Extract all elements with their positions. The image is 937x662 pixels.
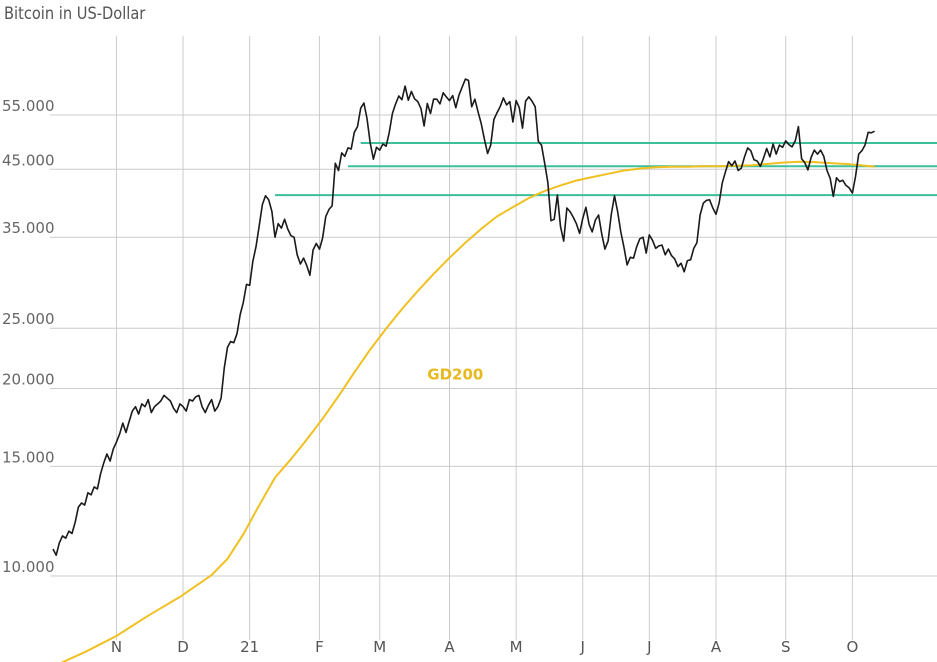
gd200-line [60, 160, 875, 662]
y-tick-label: 10.000 [2, 558, 55, 576]
grid [50, 36, 937, 640]
x-tick-label: S [781, 638, 791, 656]
x-tick-label: N [111, 638, 122, 656]
y-tick-label: 35.000 [2, 219, 55, 237]
x-tick-label: F [315, 638, 324, 656]
x-tick-label: O [846, 638, 858, 656]
annotation-label: GD200 [427, 365, 483, 383]
x-tick-label: A [444, 638, 455, 656]
y-tick-label: 55.000 [2, 97, 55, 115]
y-tick-label: 25.000 [2, 310, 55, 328]
x-tick-label: J [580, 638, 585, 656]
tick-labels: 10.000 15.000 20.000 25.000 35.000 45.000 55.0… [2, 97, 858, 656]
x-tick-label: J [646, 638, 651, 656]
x-tick-label: M [510, 638, 523, 656]
price-line [52, 78, 875, 556]
chart-title: Bitcoin in US-Dollar [4, 4, 146, 24]
y-tick-label: 15.000 [2, 448, 55, 466]
series-layer [52, 78, 875, 662]
x-tick-label: M [373, 638, 386, 656]
x-tick-label: A [711, 638, 722, 656]
annotations: GD200 [427, 365, 483, 383]
x-tick-label: D [177, 638, 189, 656]
resistance-lines [275, 141, 937, 197]
y-tick-label: 45.000 [2, 151, 55, 169]
x-tick-label: 21 [240, 638, 259, 656]
y-tick-label: 20.000 [2, 371, 55, 389]
